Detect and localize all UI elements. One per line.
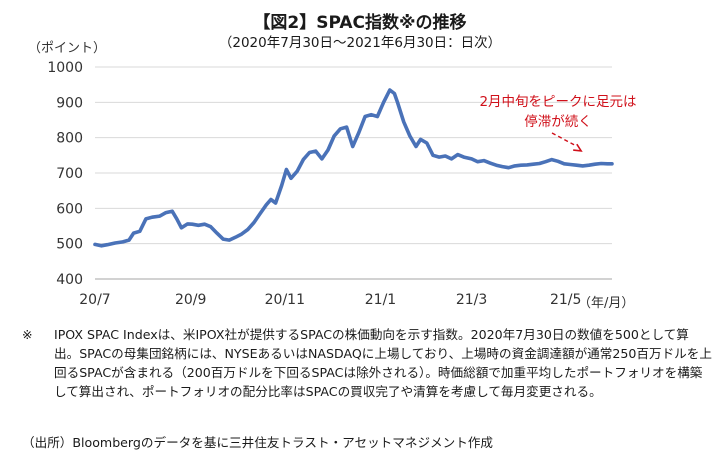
- chart-title: 【図2】SPAC指数※の推移: [253, 13, 467, 33]
- x-axis-label: （年/月）: [578, 296, 634, 311]
- y-tick-label: 500: [56, 237, 83, 253]
- y-tick-label: 700: [56, 166, 83, 182]
- series-layer: [93, 88, 614, 248]
- x-tick-label: 21/3: [456, 292, 487, 308]
- footnote-mark: ※: [22, 327, 33, 342]
- x-tick-label: 21/5: [550, 292, 581, 308]
- annotation-arrow-line: [551, 132, 577, 147]
- series-line: [93, 88, 614, 248]
- annotation-arrow-head: [573, 143, 583, 152]
- y-tick-labels: 400 500 600 700 800 900 1000: [47, 60, 83, 288]
- x-tick-labels: 20/7 20/9 20/11 21/1 21/3 21/5: [79, 292, 581, 308]
- annotation-text: 停滞が続く: [524, 113, 592, 130]
- x-tick-label: 20/9: [175, 292, 206, 308]
- annotation-text: 2月中旬をピークに足元は: [479, 94, 636, 110]
- footnote: ※ IPOX SPAC Indexは、米IPOX社が提供するSPACの株価動向を…: [22, 325, 712, 401]
- x-tick-label: 20/7: [79, 292, 110, 308]
- gridlines: [95, 66, 612, 280]
- y-axis-label: （ポイント）: [28, 41, 106, 56]
- y-tick-label: 900: [56, 95, 83, 111]
- chart-subtitle: （2020年7月30日～2021年6月30日：日次）: [218, 35, 502, 51]
- x-tick-label: 21/1: [365, 292, 396, 308]
- footnote-text: IPOX SPAC Indexは、米IPOX社が提供するSPACの株価動向を示す…: [54, 327, 712, 399]
- spac-index-line-chart: （ポイント） （年/月） 400 500 600 700 800 900 1000 20/7…: [28, 41, 637, 311]
- y-tick-label: 800: [56, 131, 83, 147]
- source-note: （出所）Bloombergのデータを基に三井住友トラスト・アセットマネジメント作…: [22, 435, 494, 450]
- x-tick-label: 20/11: [265, 292, 305, 308]
- y-tick-label: 1000: [47, 60, 83, 76]
- y-tick-label: 600: [56, 201, 83, 217]
- y-tick-label: 400: [56, 272, 83, 288]
